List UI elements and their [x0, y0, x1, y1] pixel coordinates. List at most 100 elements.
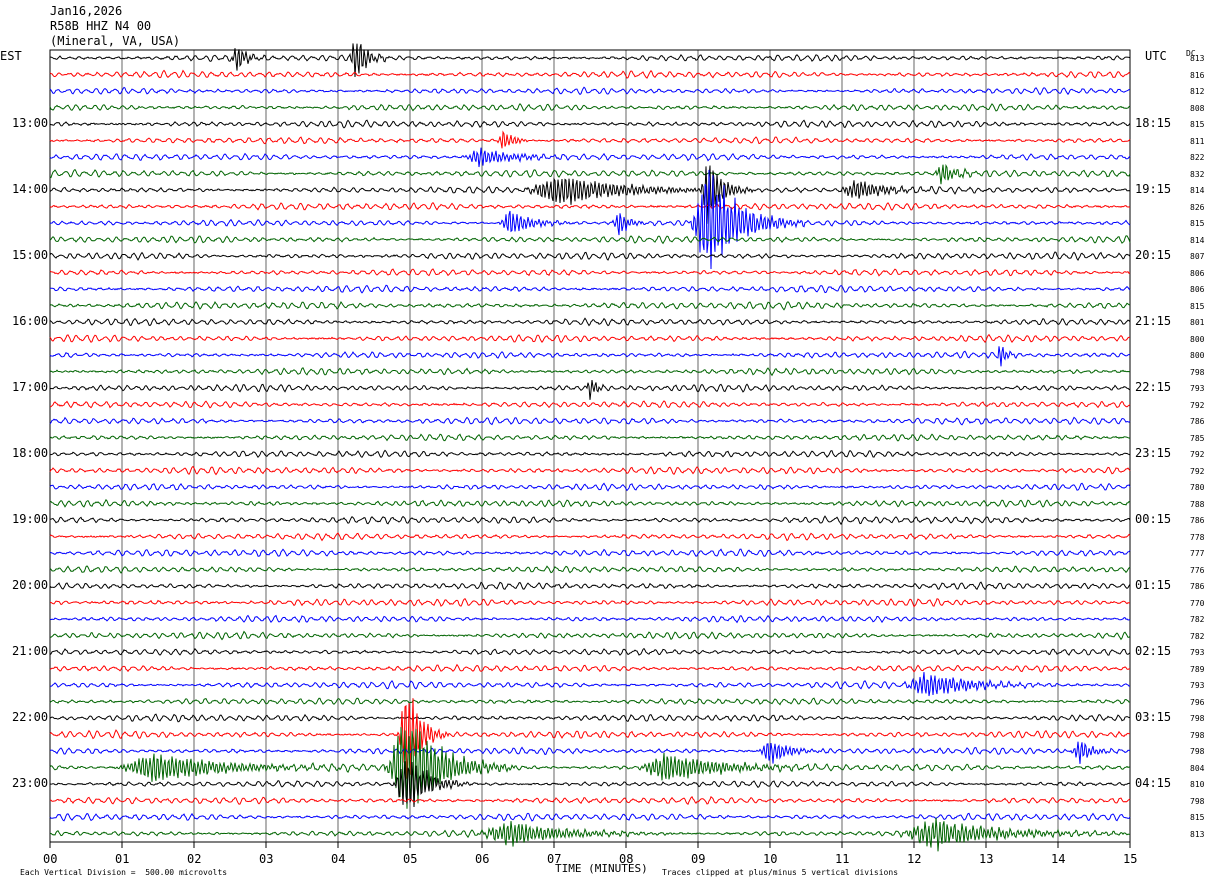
clip-note: Traces clipped at plus/minus 5 vertical … [662, 868, 899, 877]
right-hour-label: 01:15 [1135, 578, 1172, 592]
dc-offset-value: 786 [1190, 417, 1205, 426]
scale-note: Each Vertical Division = 500.00 microvol… [20, 868, 228, 877]
right-hour-label: 20:15 [1135, 248, 1172, 262]
seismic-trace-row [49, 130, 1131, 149]
dc-offset-value: 789 [1190, 664, 1205, 674]
dc-offset-header: DC [1186, 49, 1196, 58]
station-location: (Mineral, VA, USA) [50, 34, 181, 48]
dc-offset-value: 778 [1190, 532, 1205, 542]
seismic-trace-row [49, 165, 1131, 224]
dc-offset-value: 796 [1190, 697, 1205, 707]
seismic-trace-row [49, 119, 1131, 129]
seismic-trace-row [49, 169, 1131, 270]
left-hour-label: 13:00 [12, 116, 49, 130]
dc-offset-value: 811 [1190, 136, 1205, 146]
left-hour-label: 21:00 [12, 644, 49, 658]
right-timezone-label: UTC [1145, 49, 1167, 63]
seismic-trace-row [49, 268, 1131, 277]
left-hour-label: 14:00 [12, 182, 49, 196]
dc-offset-value: 826 [1190, 202, 1205, 212]
left-hour-label: 23:00 [12, 776, 49, 790]
left-hour-label: 20:00 [12, 578, 49, 592]
seismic-trace-row [49, 727, 1131, 809]
seismic-trace-row [49, 317, 1131, 327]
dc-offset-value: 785 [1190, 433, 1205, 443]
dc-offset-value: 776 [1190, 565, 1205, 575]
seismic-trace-row [49, 581, 1131, 591]
dc-offset-value: 815 [1190, 120, 1205, 129]
seismic-trace-row [49, 333, 1130, 343]
dc-offset-value: 770 [1190, 598, 1205, 608]
seismic-trace-row [49, 761, 1131, 808]
seismic-trace-row [50, 284, 1131, 294]
dc-offset-value: 792 [1190, 450, 1205, 459]
dc-offset-value: 801 [1190, 318, 1205, 327]
seismic-trace-row [49, 43, 1131, 78]
x-tick-label: 13 [979, 852, 994, 866]
dc-offset-value: 813 [1190, 54, 1205, 63]
right-hour-label: 02:15 [1135, 644, 1172, 658]
dc-offset-value: 808 [1190, 103, 1205, 113]
right-hour-label: 21:15 [1135, 314, 1172, 328]
dc-offset-value: 798 [1190, 796, 1205, 806]
seismic-trace-row [49, 647, 1131, 656]
x-tick-label: 11 [835, 852, 850, 866]
dc-offset-value: 822 [1190, 153, 1205, 162]
plot-frame [49, 49, 1131, 843]
dc-offset-value: 812 [1190, 87, 1205, 96]
seismic-trace-row [50, 598, 1131, 608]
dc-offset-value: 815 [1190, 301, 1205, 311]
dc-offset-value: 816 [1190, 70, 1205, 80]
x-tick-label: 02 [187, 852, 202, 866]
seismic-trace-row [49, 482, 1131, 492]
seismic-trace-row [49, 380, 1131, 400]
seismic-trace-row [49, 795, 1131, 805]
dc-offset-value: 798 [1190, 730, 1205, 740]
seismic-trace-row [49, 697, 1131, 706]
seismic-trace-row [49, 86, 1130, 96]
seismic-trace-row [49, 817, 1130, 852]
dc-offset-value: 810 [1190, 780, 1205, 789]
seismic-trace-row [49, 548, 1131, 557]
left-hour-label: 16:00 [12, 314, 49, 328]
trace-group [49, 43, 1131, 852]
seismic-trace-row [49, 465, 1131, 476]
dc-offset-value: 814 [1190, 186, 1205, 195]
dc-offset-value: 814 [1190, 235, 1205, 245]
seismic-trace-row [49, 346, 1131, 367]
dc-offset-value: 800 [1190, 334, 1205, 344]
seismic-trace-row [49, 630, 1131, 641]
left-hour-label: 17:00 [12, 380, 49, 394]
x-tick-label: 06 [475, 852, 490, 866]
dc-offset-value: 832 [1190, 169, 1205, 179]
x-tick-label: 00 [43, 852, 58, 866]
dc-offset-value: 780 [1190, 483, 1205, 492]
dc-offset-value: 798 [1190, 367, 1205, 377]
x-tick-label: 14 [1051, 852, 1066, 866]
dc-offset-value: 815 [1190, 219, 1205, 228]
seismic-trace-row [50, 449, 1131, 459]
seismic-trace-row [49, 565, 1131, 574]
seismic-trace-row [49, 300, 1131, 311]
seismic-trace-row [49, 515, 1131, 526]
seismic-trace-row [49, 202, 1131, 211]
x-tick-label: 05 [403, 852, 418, 866]
left-hour-label: 18:00 [12, 446, 49, 460]
dc-offset-value: 786 [1190, 516, 1205, 525]
right-hour-label: 23:15 [1135, 446, 1172, 460]
seismic-trace-row [49, 663, 1130, 673]
dc-offset-value: 777 [1190, 549, 1205, 558]
dc-offset-value: 782 [1190, 615, 1205, 624]
dc-offset-value: 798 [1190, 714, 1205, 723]
dc-offset-value: 798 [1190, 747, 1205, 756]
dc-offset-value: 800 [1190, 351, 1205, 360]
seismic-trace-row [49, 614, 1131, 624]
seismic-trace-row [49, 69, 1131, 79]
dc-offset-value: 804 [1190, 763, 1205, 773]
right-hour-label: 04:15 [1135, 776, 1172, 790]
dc-offset-value: 815 [1190, 813, 1205, 822]
x-tick-label: 03 [259, 852, 274, 866]
right-hour-label: 18:15 [1135, 116, 1172, 130]
x-axis-title: TIME (MINUTES) [555, 862, 648, 875]
